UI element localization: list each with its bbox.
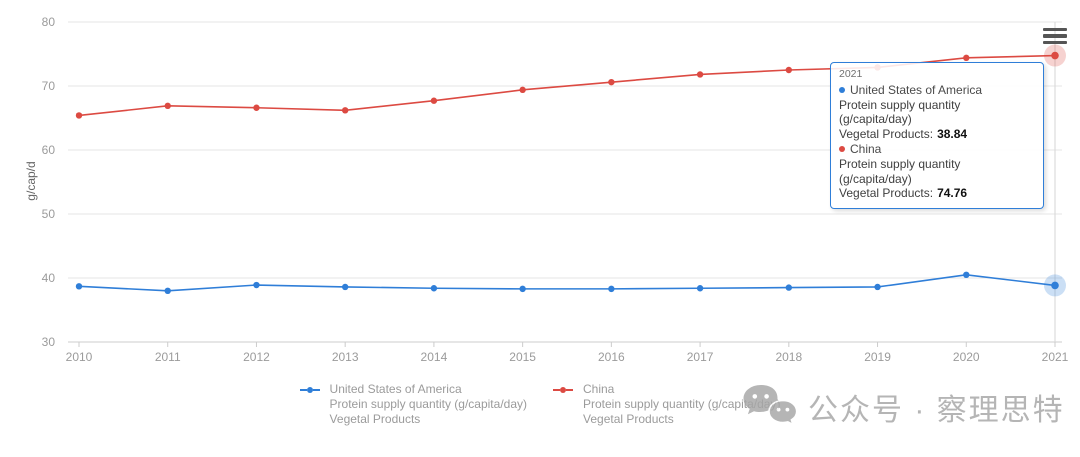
data-point-marker[interactable] bbox=[430, 285, 438, 292]
tooltip-value-line-us: Vegetal Products: 38.84 bbox=[839, 127, 968, 142]
data-point-marker[interactable] bbox=[963, 271, 970, 278]
us-series-bullet-icon bbox=[839, 86, 845, 93]
tooltip-year: 2021 bbox=[839, 68, 863, 80]
data-point-marker[interactable] bbox=[608, 285, 615, 293]
data-point-marker[interactable] bbox=[1051, 281, 1059, 290]
tooltip-series-name-china: China bbox=[839, 142, 1035, 157]
data-point-marker[interactable] bbox=[519, 285, 526, 293]
chart-tooltip: 2021 United States of America Protein su… bbox=[830, 62, 1044, 210]
data-point-marker[interactable] bbox=[696, 285, 704, 292]
y-axis-tick-label: 30 bbox=[42, 335, 56, 349]
china-series-bullet-icon bbox=[839, 145, 845, 152]
y-axis-tick-label: 80 bbox=[42, 15, 56, 29]
legend-item-china[interactable]: China Protein supply quantity (g/capita/… bbox=[553, 382, 780, 427]
data-point-marker[interactable] bbox=[608, 78, 615, 86]
x-axis-tick-label: 2020 bbox=[953, 350, 980, 364]
watermark: 公众号 · 察理思特 bbox=[740, 383, 1065, 431]
china-legend-marker-icon bbox=[553, 382, 573, 397]
x-axis-tick-label: 2015 bbox=[509, 350, 536, 364]
tooltip-value-china: 74.76 bbox=[937, 186, 968, 201]
data-point-marker[interactable] bbox=[164, 102, 171, 110]
data-point-marker[interactable] bbox=[341, 107, 349, 114]
y-axis-tick-label: 70 bbox=[42, 79, 56, 93]
data-point-marker[interactable] bbox=[785, 66, 793, 74]
x-axis-tick-label: 2017 bbox=[687, 350, 714, 364]
us-legend-label: United States of America Protein supply … bbox=[329, 382, 527, 426]
x-axis-tick-label: 2012 bbox=[243, 350, 270, 364]
tooltip-series-name-us: United States of America bbox=[839, 83, 1035, 98]
data-point-marker[interactable] bbox=[253, 281, 260, 289]
data-point-marker[interactable] bbox=[696, 71, 704, 78]
data-point-marker[interactable] bbox=[75, 283, 83, 290]
data-point-marker[interactable] bbox=[341, 283, 349, 291]
chart-context-menu-button[interactable] bbox=[1043, 28, 1067, 44]
data-point-marker[interactable] bbox=[430, 97, 438, 104]
data-point-marker[interactable] bbox=[164, 287, 171, 294]
x-axis-tick-label: 2021 bbox=[1042, 350, 1069, 364]
y-axis-title: g/cap/d bbox=[24, 161, 38, 201]
data-point-marker[interactable] bbox=[785, 284, 793, 291]
tooltip-value-line-china: Vegetal Products: 74.76 bbox=[839, 186, 968, 201]
hamburger-icon bbox=[1043, 34, 1067, 38]
y-axis-tick-label: 40 bbox=[42, 271, 56, 285]
data-point-marker[interactable] bbox=[963, 54, 970, 62]
data-point-marker[interactable] bbox=[874, 283, 881, 291]
data-point-marker[interactable] bbox=[75, 112, 83, 119]
x-axis-tick-label: 2014 bbox=[421, 350, 448, 364]
china-legend-label: China Protein supply quantity (g/capita/… bbox=[583, 382, 781, 426]
x-axis-tick-label: 2011 bbox=[155, 350, 181, 364]
x-axis-tick-label: 2016 bbox=[598, 350, 625, 364]
wechat-icon bbox=[743, 385, 798, 427]
x-axis-tick-label: 2019 bbox=[864, 350, 891, 364]
data-point-marker[interactable] bbox=[253, 104, 260, 111]
legend-item-us[interactable]: United States of America Protein supply … bbox=[299, 382, 527, 427]
x-axis-tick-label: 2010 bbox=[66, 350, 93, 364]
hamburger-icon bbox=[1043, 40, 1067, 44]
tooltip-metric-us: Protein supply quantity (g/capita/day) bbox=[839, 97, 961, 127]
x-axis-tick-label: 2018 bbox=[775, 350, 802, 364]
tooltip-value-us: 38.84 bbox=[937, 127, 968, 142]
data-point-marker[interactable] bbox=[1051, 51, 1059, 60]
y-axis-tick-label: 60 bbox=[42, 143, 56, 157]
y-axis-tick-label: 50 bbox=[42, 207, 56, 221]
tooltip-metric-china: Protein supply quantity (g/capita/day) bbox=[839, 156, 961, 186]
x-axis-tick-label: 2013 bbox=[332, 350, 359, 364]
chart-legend: United States of America Protein supply … bbox=[0, 382, 1080, 427]
data-point-marker[interactable] bbox=[519, 86, 526, 94]
watermark-text: 公众号 · 察理思特 bbox=[808, 394, 1065, 427]
us-legend-marker-icon bbox=[299, 382, 320, 397]
hamburger-icon bbox=[1043, 28, 1067, 32]
series-line-0 bbox=[78, 273, 1056, 292]
